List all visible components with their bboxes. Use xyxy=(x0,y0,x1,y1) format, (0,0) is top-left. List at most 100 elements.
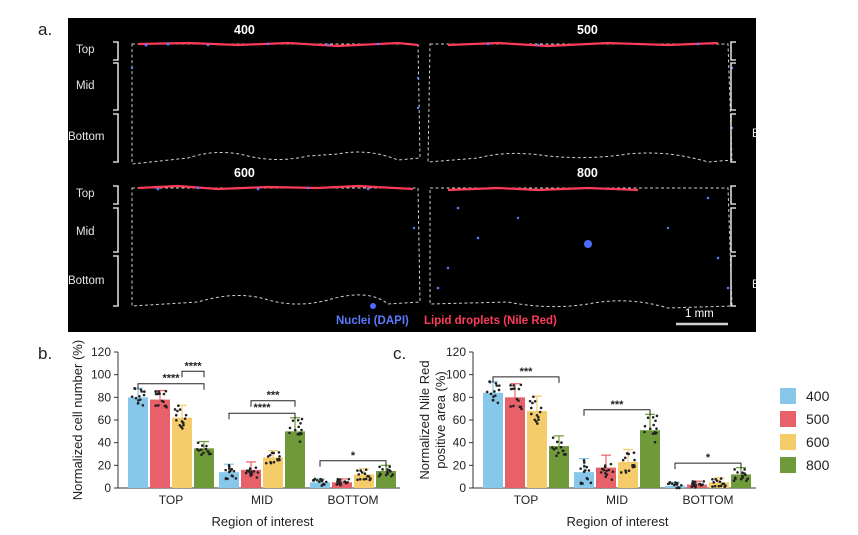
data-point xyxy=(495,384,499,387)
data-point xyxy=(653,440,657,444)
data-point xyxy=(535,414,539,417)
data-point xyxy=(497,388,501,392)
tile-title-600: 600 xyxy=(234,166,255,180)
data-point xyxy=(536,422,539,425)
data-point xyxy=(378,472,382,476)
lipid-signal xyxy=(137,41,719,192)
legend: 400 500 600 800 xyxy=(780,384,829,476)
data-point xyxy=(357,473,361,476)
x-tick-label-mid: MID xyxy=(251,493,273,507)
data-point xyxy=(654,419,657,423)
data-point xyxy=(321,478,324,482)
data-point xyxy=(133,387,136,390)
bar-600-top xyxy=(172,417,192,488)
significance-label: * xyxy=(706,452,711,464)
significance-label: *** xyxy=(267,390,281,402)
data-point xyxy=(386,470,389,474)
data-point xyxy=(296,418,300,422)
significance-bracket xyxy=(674,462,742,470)
data-point xyxy=(318,480,321,484)
data-point xyxy=(252,470,256,473)
data-point xyxy=(232,469,236,473)
data-point xyxy=(228,467,231,470)
data-point xyxy=(291,419,295,422)
data-point xyxy=(676,482,679,485)
legend-label-500: 500 xyxy=(806,410,830,427)
data-point xyxy=(200,453,203,457)
data-point xyxy=(691,480,695,483)
data-point xyxy=(489,392,493,396)
data-point xyxy=(356,469,359,472)
data-point xyxy=(255,476,259,479)
data-point xyxy=(339,481,342,484)
data-point xyxy=(631,465,635,469)
data-point xyxy=(585,465,589,469)
data-point xyxy=(157,390,160,393)
data-point xyxy=(293,428,297,432)
data-point xyxy=(230,474,234,477)
micrograph-image xyxy=(113,41,736,326)
data-point xyxy=(494,394,497,397)
bar-600-mid xyxy=(263,457,283,488)
data-point xyxy=(552,447,556,451)
data-point xyxy=(583,464,586,468)
nuclei-signal xyxy=(130,42,734,309)
legend-label-800: 800 xyxy=(806,456,830,473)
data-point xyxy=(745,479,748,482)
caption-nuclei: Nuclei (DAPI) xyxy=(336,315,409,327)
data-point xyxy=(485,390,489,394)
data-point xyxy=(585,476,589,480)
x-axis-label: Region of interest xyxy=(567,514,669,529)
data-point xyxy=(176,409,179,413)
data-point xyxy=(196,441,200,445)
data-point xyxy=(244,471,248,475)
data-point xyxy=(369,477,372,480)
data-point xyxy=(288,426,292,430)
zone-label-bottom-right: Bottom xyxy=(752,128,756,140)
data-point xyxy=(534,420,538,423)
legend-swatch-500 xyxy=(780,410,796,427)
data-point xyxy=(536,415,540,419)
significance-bracket xyxy=(228,412,296,420)
y-tick-label: 20 xyxy=(98,458,112,472)
data-point xyxy=(181,427,184,430)
data-point xyxy=(714,477,718,481)
zone-label-bottom: Bottom xyxy=(68,131,105,143)
data-point xyxy=(677,486,680,489)
data-point xyxy=(651,416,655,419)
significance-label: **** xyxy=(184,360,202,372)
data-point xyxy=(532,395,535,399)
data-point xyxy=(492,395,495,398)
data-point xyxy=(520,407,523,411)
data-point xyxy=(246,469,250,473)
data-point xyxy=(158,392,161,396)
legend-label-400: 400 xyxy=(806,387,830,404)
data-point xyxy=(533,399,537,403)
bar-800-mid xyxy=(285,431,305,488)
data-point xyxy=(299,421,302,425)
data-point xyxy=(530,412,533,416)
data-point xyxy=(611,470,615,474)
data-point xyxy=(162,400,165,404)
data-point xyxy=(533,418,537,422)
data-point xyxy=(364,477,368,481)
data-point xyxy=(733,476,737,479)
data-point xyxy=(702,480,706,483)
data-point xyxy=(224,468,227,472)
data-point xyxy=(339,483,342,487)
legend-item: 400 xyxy=(780,384,829,407)
data-point xyxy=(584,469,587,472)
zone-label-bottom-right-2: Bottom xyxy=(752,279,756,291)
data-point xyxy=(560,441,563,444)
x-axis-label: Region of interest xyxy=(212,514,314,529)
data-point xyxy=(623,456,627,460)
data-point xyxy=(300,428,303,432)
data-point xyxy=(207,452,211,456)
significance-label: **** xyxy=(253,402,271,414)
significance-bracket xyxy=(583,409,651,416)
zone-label-top-2: Top xyxy=(76,188,95,200)
data-point xyxy=(599,471,603,474)
data-point xyxy=(493,390,496,393)
data-point xyxy=(692,484,695,488)
bar-500-top xyxy=(505,397,525,488)
